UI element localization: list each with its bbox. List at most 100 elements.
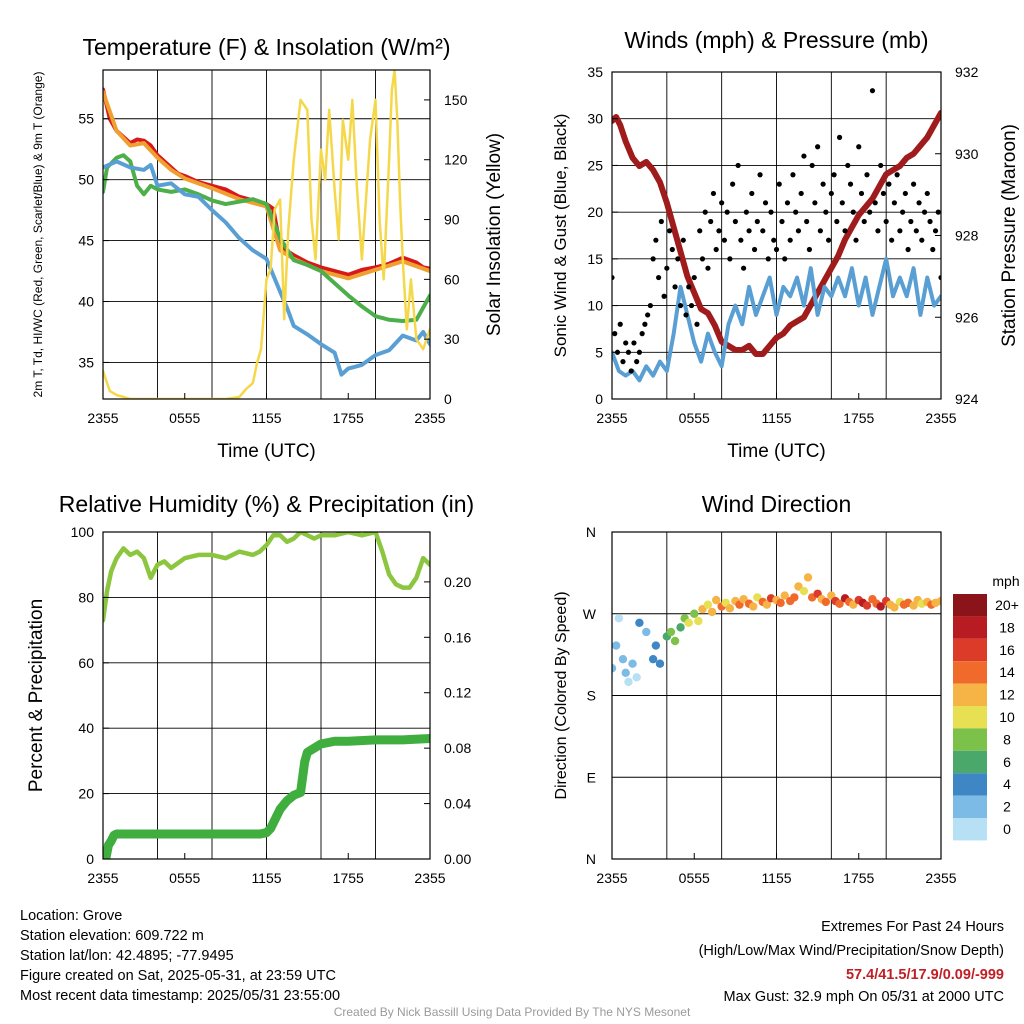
colorbar-swatch [953, 616, 987, 639]
y-tick-label: 80 [78, 589, 94, 605]
y-axis-label: 2m T, Td, HI/WC (Red, Green, Scarlet/Blu… [31, 72, 45, 398]
gust-point [809, 162, 815, 169]
y-tick-label: 45 [78, 233, 94, 249]
gust-point [634, 359, 640, 365]
y-tick-label: 40 [78, 720, 94, 736]
extremes-title: Extremes For Past 24 Hours [821, 919, 1004, 935]
x-axis-label: Time (UTC) [217, 441, 316, 462]
direction-point [670, 636, 680, 646]
gust-point [880, 190, 887, 197]
gust-point [793, 209, 799, 215]
sonic-wind-series [612, 256, 941, 383]
gust-point [666, 228, 673, 234]
direction-point [725, 604, 735, 613]
x-tick-label: 2355 [87, 410, 118, 426]
direction-point [635, 618, 644, 628]
colorbar-swatch [953, 728, 987, 751]
9m-t-series [103, 89, 430, 281]
gust-point [891, 200, 897, 206]
gust-point [754, 218, 760, 225]
gust-point [688, 302, 695, 309]
colorbar-label: 8 [1003, 731, 1011, 747]
colorbar-label: 10 [999, 709, 1015, 725]
colorbar-label: 2 [1003, 799, 1011, 815]
gust-point [751, 246, 758, 253]
figure-created: Figure created on Sat, 2025-05-31, at 23… [20, 968, 336, 984]
chart-panel-2: Relative Humidity (%) & Precipitation (i… [26, 491, 474, 886]
gust-point [765, 256, 771, 262]
colorbar-label: 0 [1003, 821, 1011, 837]
series-group [612, 88, 941, 383]
gust-point [850, 209, 856, 215]
gust-point [872, 200, 878, 206]
series-group [103, 70, 430, 399]
gust-point [656, 274, 662, 281]
gust-point [875, 228, 881, 234]
pressure-series [612, 109, 941, 358]
y-tick-label: 55 [78, 111, 94, 127]
most-recent-timestamp: Most recent data timestamp: 2025/05/31 2… [20, 988, 341, 1004]
gust-point [820, 181, 826, 187]
gust-point [886, 181, 892, 187]
direction-point [776, 598, 785, 608]
y2-tick-label: 0.08 [444, 740, 471, 756]
gust-point [664, 265, 670, 271]
gust-point [735, 162, 741, 169]
x-tick-label: 2355 [596, 870, 627, 886]
gust-point [938, 274, 941, 281]
gust-point [773, 246, 780, 253]
gust-point [645, 312, 651, 318]
gust-point [721, 237, 728, 243]
gust-point [935, 209, 941, 215]
max-gust: Max Gust: 32.9 mph On 05/31 at 2000 UTC [723, 989, 1004, 1005]
gust-point [620, 359, 626, 365]
direction-point [876, 602, 885, 611]
gust-point [694, 321, 700, 327]
gust-point [869, 88, 876, 94]
y-axis-label: Sonic Wind & Gust (Blue, Black) [551, 114, 570, 358]
direction-point [628, 659, 637, 668]
y-tick-label: S [587, 688, 596, 704]
gust-point [916, 200, 922, 206]
gust-point [894, 172, 900, 178]
gust-point [853, 237, 859, 243]
y2-tick-label: 120 [444, 152, 468, 168]
gust-point [787, 237, 793, 243]
gust-point [847, 181, 854, 187]
direction-point [618, 654, 628, 664]
gust-point [905, 246, 911, 253]
insolation-series [103, 70, 430, 399]
colorbar-label: 18 [999, 619, 1015, 635]
gust-point [677, 302, 684, 309]
direction-point [762, 600, 772, 609]
colorbar-swatch [953, 818, 987, 841]
y-tick-label: 30 [587, 111, 603, 127]
y2-tick-label: 0 [444, 391, 452, 407]
direction-point [799, 586, 809, 596]
gust-point [858, 190, 865, 197]
direction-point [614, 614, 624, 623]
chart-panels: Temperature (F) & Insolation (W/m²)2355 0… [26, 27, 1020, 886]
y2-tick-label: 30 [444, 331, 460, 347]
y-tick-label: E [587, 769, 596, 785]
gust-point [927, 218, 933, 225]
gust-point [631, 340, 637, 346]
gust-point [639, 331, 645, 337]
gust-point [864, 172, 870, 178]
gust-point [697, 228, 703, 234]
colorbar-swatch [953, 773, 987, 796]
x-tick-label: 0555 [679, 870, 710, 886]
direction-point [676, 623, 685, 632]
gust-point [617, 321, 623, 327]
y2-tick-label: 926 [955, 309, 979, 325]
gust-point [798, 190, 804, 197]
station-elevation: Station elevation: 609.722 m [20, 928, 204, 944]
y2-tick-label: 928 [955, 228, 979, 244]
gust-point [897, 228, 903, 234]
gust-point [730, 181, 736, 187]
gust-point [913, 228, 919, 234]
gust-point [930, 246, 936, 253]
gust-point [900, 209, 906, 215]
direction-point [707, 607, 717, 617]
